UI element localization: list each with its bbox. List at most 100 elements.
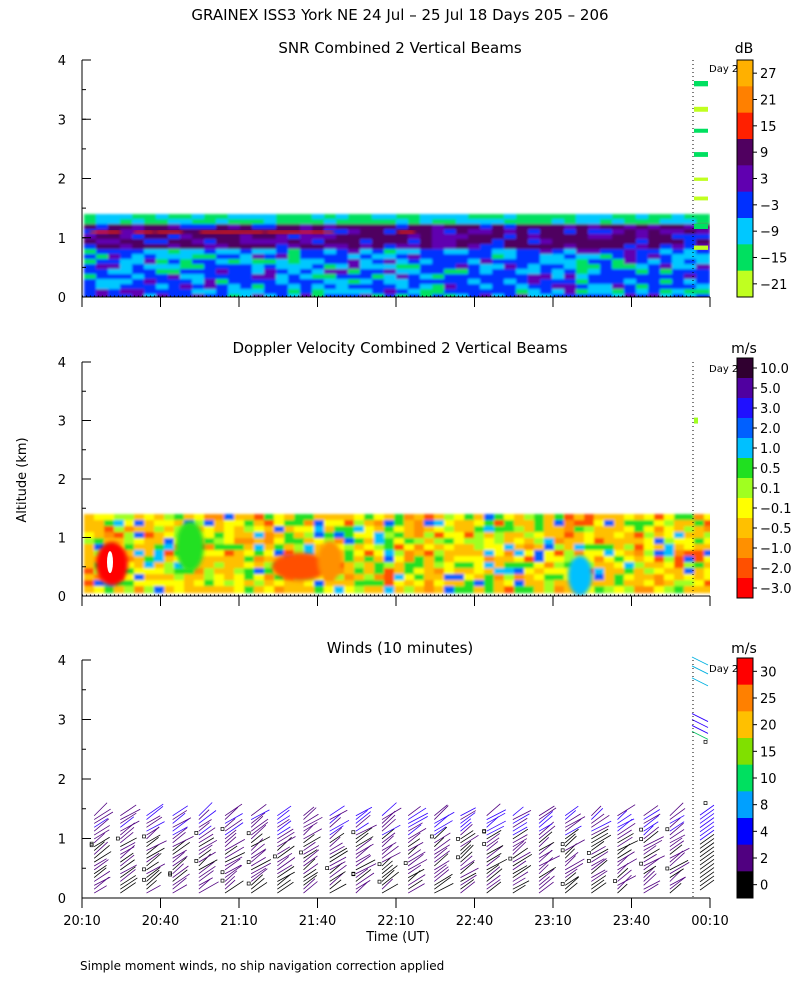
doppler-cell bbox=[674, 586, 686, 594]
wind-barb bbox=[512, 838, 528, 848]
snr-cell bbox=[384, 214, 398, 221]
doppler-cell bbox=[444, 574, 456, 582]
snr-cell bbox=[456, 239, 470, 246]
snr-cell bbox=[636, 224, 650, 231]
snr-cell bbox=[564, 249, 578, 256]
wind-barb bbox=[381, 860, 393, 871]
snr-cell bbox=[480, 279, 494, 286]
snr-cell bbox=[156, 249, 170, 256]
snr-cell bbox=[180, 254, 194, 261]
snr-day-marker: Day 2 bbox=[709, 64, 738, 75]
doppler-cell bbox=[644, 574, 656, 582]
doppler-cell bbox=[134, 568, 146, 576]
snr-cell bbox=[588, 219, 602, 226]
doppler-cell bbox=[434, 568, 446, 576]
doppler-cell bbox=[514, 568, 526, 576]
winds-colorbar-swatch bbox=[737, 764, 753, 792]
snr-cell bbox=[216, 214, 230, 221]
snr-cell bbox=[648, 229, 662, 236]
wind-barb bbox=[120, 812, 137, 824]
snr-cell bbox=[252, 254, 266, 261]
snr-cell bbox=[672, 229, 686, 236]
snr-cell bbox=[696, 264, 710, 271]
snr-cell bbox=[156, 244, 170, 251]
wind-barb bbox=[669, 860, 689, 871]
snr-cell bbox=[168, 214, 182, 221]
doppler-cell bbox=[144, 520, 156, 528]
doppler-cell bbox=[344, 580, 356, 588]
doppler-cell bbox=[364, 562, 376, 570]
snr-cell bbox=[468, 289, 482, 296]
doppler-colorbar-swatch bbox=[737, 398, 753, 419]
snr-cell bbox=[180, 234, 194, 241]
doppler-cell bbox=[494, 586, 506, 594]
snr-cell bbox=[324, 289, 338, 296]
wind-barb bbox=[355, 811, 371, 824]
snr-cell bbox=[396, 244, 410, 251]
wind-profile bbox=[299, 806, 323, 894]
doppler-cell bbox=[514, 556, 526, 564]
doppler-cell bbox=[414, 586, 426, 594]
doppler-cell bbox=[324, 532, 336, 540]
wind-barb bbox=[198, 822, 210, 832]
snr-cell bbox=[684, 259, 698, 266]
wind-barb bbox=[486, 853, 502, 863]
doppler-cell bbox=[504, 532, 516, 540]
wind-barb bbox=[460, 881, 476, 894]
snr-cell bbox=[696, 229, 710, 236]
doppler-cell bbox=[374, 586, 386, 594]
doppler-cell bbox=[414, 550, 426, 558]
wind-barb bbox=[434, 869, 450, 882]
wind-barb bbox=[277, 820, 292, 832]
doppler-cell bbox=[634, 526, 646, 534]
doppler-cell bbox=[314, 574, 326, 582]
doppler-cell bbox=[684, 568, 696, 576]
wind-barb bbox=[277, 809, 290, 820]
doppler-cell bbox=[534, 538, 546, 546]
doppler-cell bbox=[204, 562, 216, 570]
doppler-cell bbox=[374, 568, 386, 576]
snr-cell bbox=[504, 244, 518, 251]
doppler-cell bbox=[664, 514, 676, 522]
doppler-cell bbox=[444, 520, 456, 528]
doppler-cell bbox=[134, 580, 146, 588]
doppler-cell bbox=[234, 514, 246, 522]
doppler-cell bbox=[254, 520, 266, 528]
doppler-cell bbox=[454, 550, 466, 558]
doppler-cell bbox=[604, 574, 616, 582]
wind-barb bbox=[699, 825, 715, 837]
snr-cell bbox=[444, 234, 458, 241]
wind-barb bbox=[303, 828, 322, 840]
snr-cell bbox=[360, 224, 374, 231]
snr-cell bbox=[540, 249, 554, 256]
doppler-cell bbox=[694, 586, 706, 594]
snr-cell bbox=[312, 244, 326, 251]
doppler-cell bbox=[654, 544, 666, 552]
wind-barb bbox=[303, 872, 318, 882]
snr-cell bbox=[84, 289, 98, 296]
wind-barb bbox=[591, 870, 608, 882]
snr-cell bbox=[408, 249, 422, 256]
wind-barb bbox=[564, 839, 585, 851]
snr-cell bbox=[408, 224, 422, 231]
snr-cell bbox=[252, 219, 266, 226]
snr-cell bbox=[336, 254, 350, 261]
snr-cell bbox=[372, 244, 386, 251]
snr-cell bbox=[492, 229, 506, 236]
snr-cell bbox=[528, 279, 542, 286]
snr-cell bbox=[156, 254, 170, 261]
doppler-cell bbox=[394, 556, 406, 564]
wind-barb bbox=[460, 821, 472, 832]
doppler-cell bbox=[244, 574, 256, 582]
winds-colorbar-label: 8 bbox=[760, 799, 768, 814]
wind-barb bbox=[564, 825, 582, 836]
snr-cell bbox=[552, 244, 566, 251]
snr-cell bbox=[180, 239, 194, 246]
doppler-cell bbox=[584, 532, 596, 540]
doppler-cell bbox=[324, 526, 336, 534]
doppler-cell bbox=[394, 538, 406, 546]
snr-cell bbox=[228, 264, 242, 271]
doppler-cell bbox=[384, 538, 396, 546]
